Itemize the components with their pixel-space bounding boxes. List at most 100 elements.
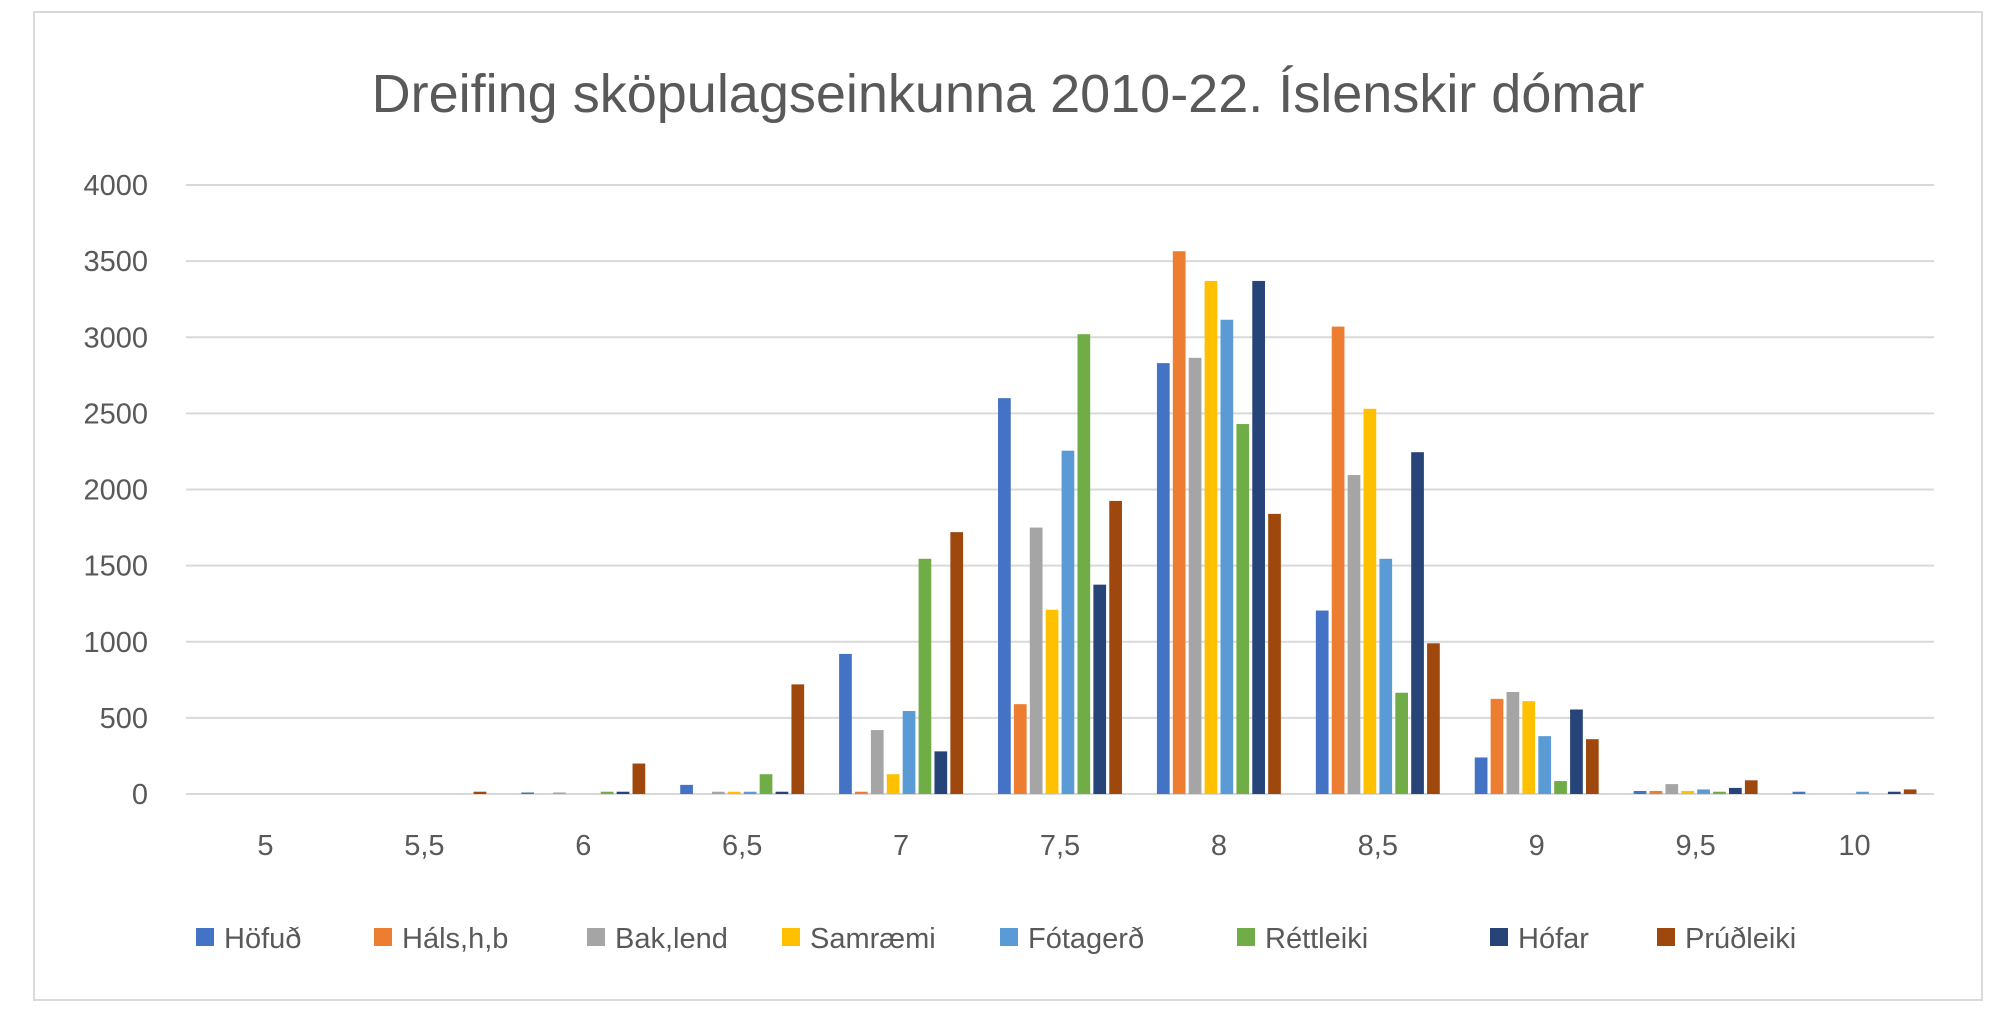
bar-pr-leiki [632, 763, 646, 794]
y-tick-label: 2500 [83, 398, 148, 430]
bar-f-tager- [743, 791, 757, 794]
legend-item: Samræmi [782, 923, 936, 955]
bar-bak-lend [1188, 357, 1202, 794]
legend-label: Prúðleiki [1685, 923, 1796, 955]
bar-pr-leiki [1585, 739, 1599, 794]
bar-h-ls-h-b [855, 791, 868, 794]
bar-bak-lend [870, 730, 884, 794]
legend-label: Háls,h,b [402, 923, 508, 955]
legend-label: Fótagerð [1028, 923, 1144, 955]
bar-samr-mi [1045, 609, 1059, 794]
bar-h-far [775, 791, 789, 794]
bar-h-fu- [1792, 791, 1806, 794]
bar-bak-lend [1506, 691, 1520, 794]
x-tick-label: 7,5 [1040, 830, 1080, 862]
legend-label: Bak,lend [615, 923, 728, 955]
bar-pr-leiki [791, 684, 805, 794]
legend-swatch [374, 928, 392, 946]
bar-pr-leiki [1109, 500, 1122, 794]
y-tick-label: 3500 [83, 246, 148, 278]
bar-f-tager- [1220, 319, 1234, 794]
bar-h-ls-h-b [1013, 704, 1027, 794]
bar-r-ttleiki [759, 774, 773, 794]
bar-h-fu- [521, 792, 535, 794]
x-tick-label: 7 [893, 830, 909, 862]
legend-swatch [1657, 928, 1675, 946]
bar-h-far [1093, 584, 1107, 794]
y-tick-label: 2000 [83, 475, 148, 507]
legend-item: Hófar [1490, 923, 1589, 955]
bar-f-tager- [1856, 791, 1869, 794]
legend-label: Réttleiki [1265, 923, 1368, 955]
bar-h-fu- [998, 398, 1011, 794]
bar-h-far [1570, 709, 1583, 794]
bar-pr-leiki [1744, 780, 1758, 794]
x-tick-label: 6,5 [722, 830, 762, 862]
chart-title: Dreifing sköpulagseinkunna 2010-22. Ísle… [372, 64, 1645, 124]
x-tick-label: 6 [575, 830, 591, 862]
bar-r-ttleiki [1395, 692, 1409, 794]
bar-h-ls-h-b [1649, 790, 1663, 794]
legend-swatch [587, 928, 605, 946]
x-tick-label: 8,5 [1358, 830, 1398, 862]
legend-swatch [196, 928, 214, 946]
x-tick-label: 5 [257, 830, 273, 862]
bar-f-tager- [1697, 789, 1710, 794]
bar-bak-lend [711, 791, 725, 794]
y-tick-label: 1000 [83, 627, 148, 659]
bar-samr-mi [1363, 408, 1377, 794]
y-tick-label: 1500 [83, 551, 148, 583]
y-tick-label: 0 [132, 779, 148, 811]
legend-swatch [782, 928, 800, 946]
bar-h-ls-h-b [1172, 251, 1186, 794]
x-tick-label: 5,5 [404, 830, 444, 862]
bar-f-tager- [902, 711, 916, 794]
legend-label: Hófar [1518, 923, 1589, 955]
bar-h-far [1887, 791, 1901, 794]
bar-h-fu- [1156, 363, 1170, 794]
legend-swatch [1000, 928, 1018, 946]
bar-f-tager- [1379, 558, 1393, 794]
x-tick-label: 8 [1211, 830, 1227, 862]
bar-h-fu- [1315, 610, 1329, 794]
legend-swatch [1490, 928, 1508, 946]
y-tick-label: 3000 [83, 322, 148, 354]
legend-item: Prúðleiki [1657, 923, 1796, 955]
x-tick-label: 9 [1529, 830, 1545, 862]
bar-pr-leiki [1903, 789, 1917, 794]
legend-item: Bak,lend [587, 923, 728, 955]
bar-samr-mi [727, 791, 741, 794]
bar-h-fu- [1633, 790, 1647, 794]
bar-r-ttleiki [1713, 791, 1726, 794]
bar-bak-lend [1029, 527, 1043, 794]
bar-pr-leiki [950, 532, 964, 794]
bar-h-ls-h-b [1490, 698, 1504, 794]
y-tick-label: 4000 [83, 170, 148, 202]
bar-h-fu- [839, 653, 852, 794]
bar-r-ttleiki [600, 791, 614, 794]
bar-f-tager- [1061, 450, 1075, 794]
x-tick-label: 10 [1838, 830, 1870, 862]
bar-h-fu- [1474, 757, 1488, 794]
bar-r-ttleiki [1236, 424, 1250, 794]
legend-label: Höfuð [224, 923, 301, 955]
bar-h-far [1411, 452, 1424, 794]
bar-pr-leiki [1268, 513, 1281, 794]
legend-swatch [1237, 928, 1255, 946]
bar-r-ttleiki [1077, 334, 1091, 794]
bar-r-ttleiki [918, 558, 932, 794]
bar-h-far [934, 751, 948, 794]
bar-h-fu- [680, 784, 693, 794]
bar-samr-mi [886, 774, 900, 794]
bar-pr-leiki [1427, 643, 1440, 794]
bar-bak-lend [1347, 475, 1361, 794]
bar-samr-mi [1522, 701, 1536, 794]
y-tick-label: 500 [100, 703, 148, 735]
bar-samr-mi [1681, 790, 1695, 794]
bar-f-tager- [1538, 736, 1552, 794]
bar-pr-leiki [473, 791, 487, 794]
legend-item: Höfuð [196, 923, 301, 955]
bar-h-far [1252, 280, 1265, 795]
x-tick-label: 9,5 [1675, 830, 1715, 862]
